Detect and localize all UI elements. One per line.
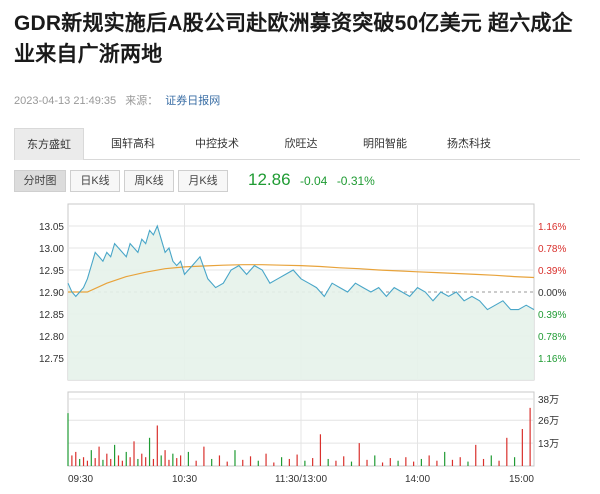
axis-labels: 13.05 13.00 12.95 12.90 12.85 12.80 12.75 1.16%… xyxy=(39,222,566,485)
intraday-chart: 13.05 13.00 12.95 12.90 12.85 12.80 12.75 1.16%… xyxy=(39,203,566,485)
stock-tab-yangjie[interactable]: 扬杰科技 xyxy=(447,138,491,150)
price-change: -0.04 xyxy=(300,174,328,188)
price-tick-label: 12.85 xyxy=(39,310,64,321)
volume-bars xyxy=(67,407,531,466)
tab-weekly-k[interactable]: 周K线 xyxy=(124,170,174,192)
tab-monthly-k[interactable]: 月K线 xyxy=(178,170,228,192)
percent-tick-label: 0.78% xyxy=(538,332,566,343)
price-tick-label: 13.00 xyxy=(39,244,64,255)
volume-tick-label: 26万 xyxy=(538,416,559,427)
stock-tab-guoxuan[interactable]: 国轩高科 xyxy=(111,138,155,150)
percent-tick-label: 1.16% xyxy=(538,222,566,233)
time-tick-label: 09:30 xyxy=(68,474,93,485)
price-change-pct: -0.31% xyxy=(336,174,375,188)
percent-tick-label: 0.00% xyxy=(538,288,566,299)
average-line xyxy=(68,264,535,293)
volume-tick-label: 38万 xyxy=(538,395,559,406)
source-link[interactable]: 证券日报网 xyxy=(165,95,221,107)
time-tick-label: 10:30 xyxy=(172,474,197,485)
stock-tabs: 东方盛虹 国轩高科 中控技术 欣旺达 明阳智能 扬杰科技 xyxy=(14,128,580,160)
time-tick-label: 15:00 xyxy=(509,474,534,485)
price-tick-label: 12.80 xyxy=(39,332,64,343)
time-tick-label: 14:00 xyxy=(405,474,430,485)
article-meta: 2023-04-13 21:49:35 来源： 证券日报网 xyxy=(14,92,220,108)
price-tick-label: 12.95 xyxy=(39,266,64,277)
price-area-fill xyxy=(68,226,534,380)
stock-tab-mingyang[interactable]: 明阳智能 xyxy=(363,138,407,150)
price-tick-label: 12.90 xyxy=(39,288,64,299)
source-label: 来源： xyxy=(125,95,159,107)
article-title: GDR新规实施后A股公司赴欧洲募资突破50亿美元 超六成企业来自广浙两地 xyxy=(14,12,573,66)
stock-tab-xinwangda[interactable]: 欣旺达 xyxy=(284,138,318,150)
percent-tick-label: 0.39% xyxy=(538,310,566,321)
current-price: 12.86 xyxy=(248,170,291,189)
tab-intraday[interactable]: 分时图 xyxy=(14,170,66,192)
stock-tab-dongfangshenghong[interactable]: 东方盛虹 xyxy=(14,128,84,160)
percent-tick-label: 1.16% xyxy=(538,354,566,365)
article-datetime: 2023-04-13 21:49:35 xyxy=(14,95,117,107)
percent-tick-label: 0.78% xyxy=(538,244,566,255)
price-area xyxy=(68,226,534,380)
percent-tick-label: 0.39% xyxy=(538,266,566,277)
time-tick-label: 11:30/13:00 xyxy=(275,474,328,485)
volume-tick-label: 13万 xyxy=(538,439,559,450)
price-series-line xyxy=(67,224,535,311)
price-line xyxy=(67,224,535,311)
average-series-line xyxy=(68,264,535,293)
quote-panel: 12.86 -0.04 -0.31% xyxy=(248,170,375,192)
tab-daily-k[interactable]: 日K线 xyxy=(70,170,120,192)
price-tick-label: 12.75 xyxy=(39,354,64,365)
price-tick-label: 13.05 xyxy=(39,222,64,233)
stock-tab-zhongkong[interactable]: 中控技术 xyxy=(195,138,239,150)
